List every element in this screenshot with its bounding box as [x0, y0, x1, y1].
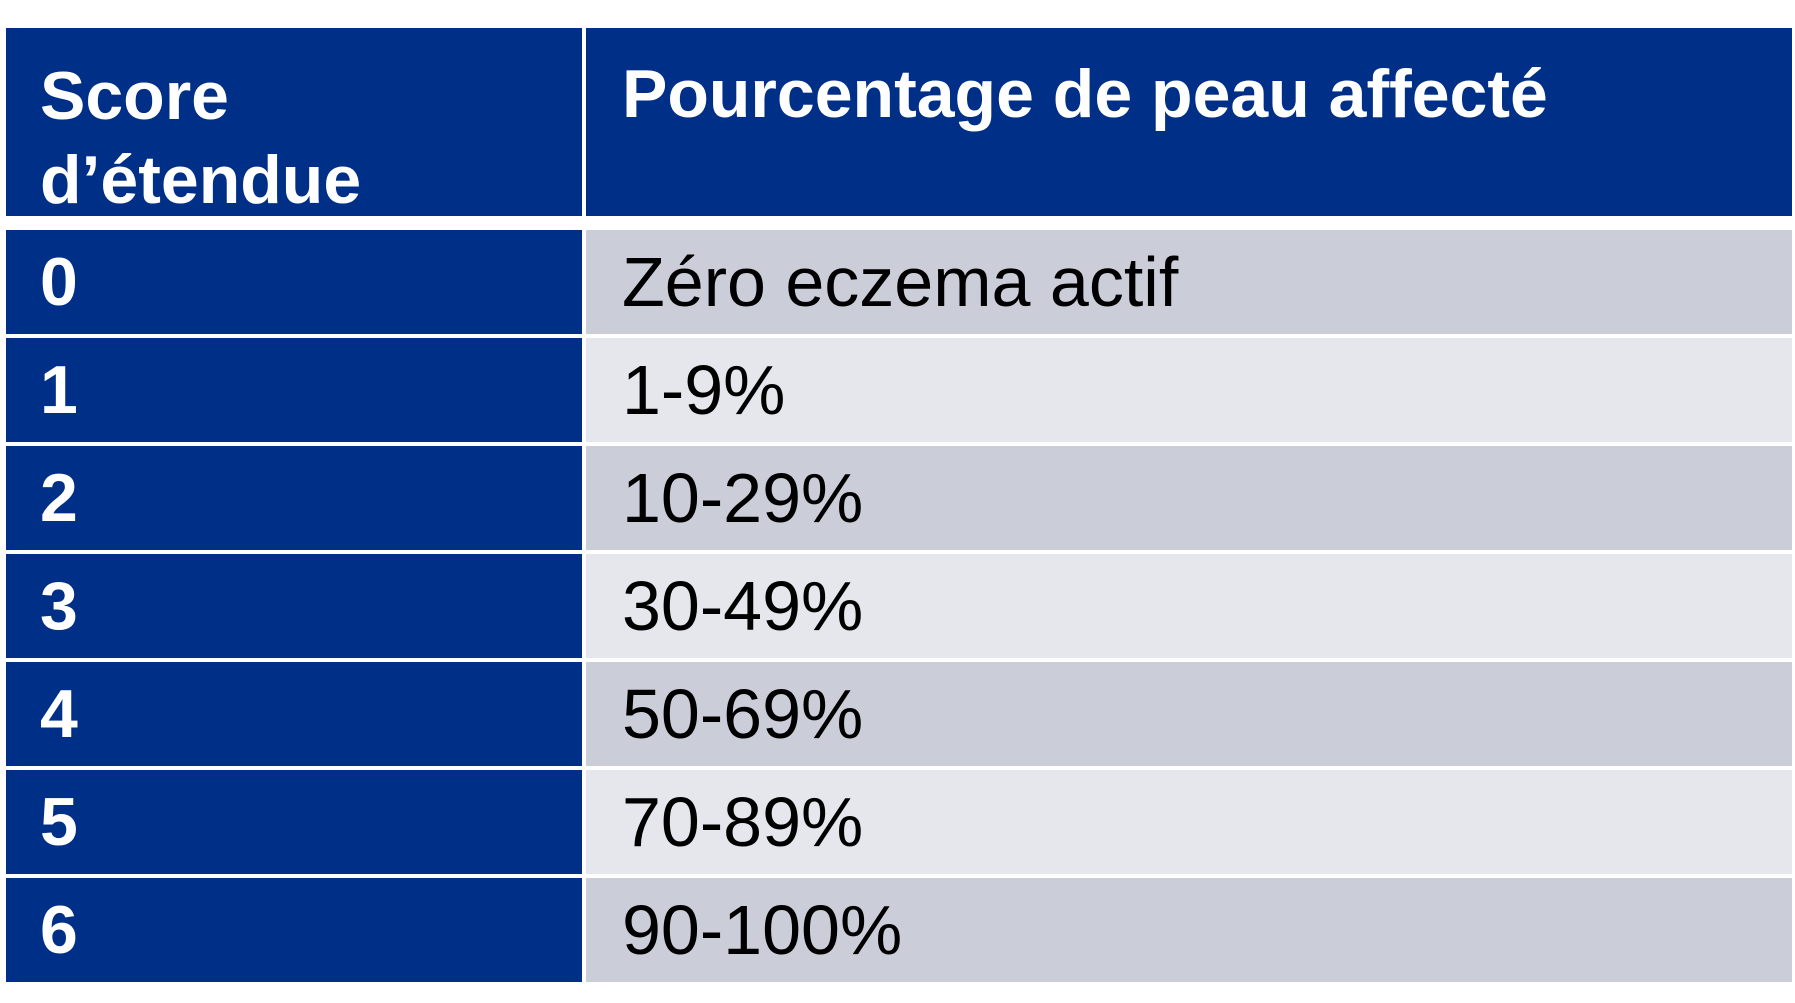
extent-score-table: Score d’étendue Pourcentage de peau affec…: [6, 28, 1792, 982]
header-score-extent: Score d’étendue: [6, 28, 582, 216]
header-separator: [6, 216, 1792, 230]
header-score-line1: Score: [40, 58, 229, 134]
percentage-cell: 30-49%: [586, 554, 1792, 658]
percentage-cell: 50-69%: [586, 662, 1792, 766]
score-cell: 0: [6, 230, 582, 334]
percentage-cell: 90-100%: [586, 878, 1792, 982]
score-cell: 4: [6, 662, 582, 766]
percentage-cell: 10-29%: [586, 446, 1792, 550]
score-cell: 1: [6, 338, 582, 442]
header-score-line2: d’étendue: [40, 142, 362, 216]
percentage-cell: 1-9%: [586, 338, 1792, 442]
score-cell: 2: [6, 446, 582, 550]
score-cell: 5: [6, 770, 582, 874]
percentage-cell: 70-89%: [586, 770, 1792, 874]
score-cell: 6: [6, 878, 582, 982]
score-cell: 3: [6, 554, 582, 658]
header-skin-percentage: Pourcentage de peau affecté: [586, 28, 1792, 216]
percentage-cell: Zéro eczema actif: [586, 230, 1792, 334]
